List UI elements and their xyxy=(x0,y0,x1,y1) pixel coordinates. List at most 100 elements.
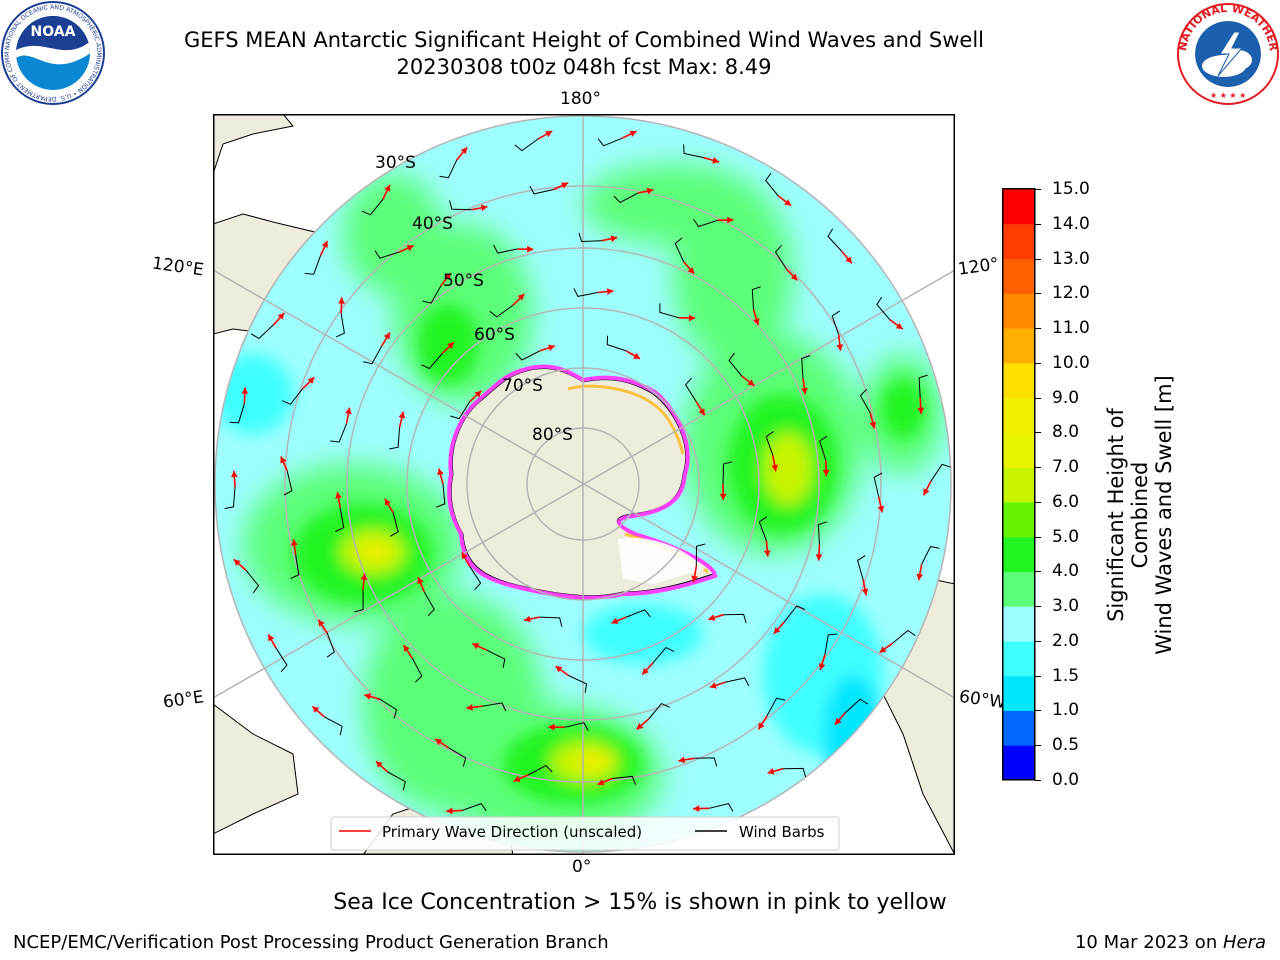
wind-barb xyxy=(723,613,747,624)
wave-arrow-head xyxy=(384,184,391,192)
wind-barb xyxy=(694,757,718,767)
wave-arrow-head xyxy=(611,617,619,624)
colorbar-tick-label: 4.0 xyxy=(1052,561,1080,582)
wave-arrow-head xyxy=(747,379,755,386)
wave-arrow-head xyxy=(307,377,315,384)
wave-arrow-head xyxy=(607,288,614,295)
wave-arrow-head xyxy=(633,352,641,359)
wave-arrow-head xyxy=(818,663,826,670)
wind-barb xyxy=(819,435,828,461)
wave-arrow-head xyxy=(321,240,328,248)
wind-barb xyxy=(389,427,401,450)
footer-credit: NCEP/EMC/Verification Post Processing Pr… xyxy=(13,932,609,953)
wave-arrow-head xyxy=(646,187,654,195)
lat-label-30s: 30°S xyxy=(375,153,416,173)
wind-barb xyxy=(613,192,638,204)
wind-barb xyxy=(857,555,866,580)
wave-arrow-head xyxy=(403,645,410,652)
colorbar-tick-label: 5.0 xyxy=(1052,526,1080,547)
wave-arrow-head xyxy=(790,273,798,281)
sea-ice-note: Sea Ice Concentration > 15% is shown in … xyxy=(333,890,947,915)
colorbar-segment xyxy=(1003,362,1034,399)
colorbar-tick-label: 7.0 xyxy=(1052,457,1080,478)
wind-barb xyxy=(827,228,842,252)
wind-barb xyxy=(421,352,443,370)
wind-barb xyxy=(335,507,345,532)
wind-barb xyxy=(387,771,406,791)
colorbar-tick-label: 11.0 xyxy=(1052,318,1090,339)
wave-arrow-head xyxy=(472,643,480,650)
wind-barb xyxy=(728,352,743,377)
wind-barb xyxy=(801,355,811,379)
wave-arrow-head xyxy=(345,407,352,415)
colorbar-segment xyxy=(1003,467,1034,503)
wind-barb xyxy=(229,403,245,424)
wind-barb xyxy=(765,431,774,456)
wave-arrow-head xyxy=(241,387,249,394)
wind-barb xyxy=(529,185,554,195)
wave-arrow-head xyxy=(277,313,285,320)
wave-arrow-head xyxy=(461,552,468,560)
colorbar-segment xyxy=(1003,640,1034,677)
wind-barb xyxy=(930,463,951,482)
colorbar-segment xyxy=(1003,293,1034,329)
lat-label-80s: 80°S xyxy=(532,425,573,445)
wind-barb xyxy=(390,512,399,537)
wave-arrow-head xyxy=(384,498,391,506)
lon-label-0: 0° xyxy=(572,857,592,877)
wave-arrow-head xyxy=(406,245,414,252)
wave-arrow-head xyxy=(771,464,778,472)
wind-barb xyxy=(250,324,274,340)
colorbar-segment xyxy=(1003,501,1034,538)
wave-arrow-head xyxy=(861,588,869,596)
wave-arrow-head xyxy=(233,559,241,566)
wind-barb xyxy=(751,286,761,310)
wave-arrow-head xyxy=(753,318,760,325)
wind-barb xyxy=(684,377,697,402)
wave-arrow-head xyxy=(836,344,844,351)
wave-arrow-head xyxy=(268,634,275,642)
wave-arrow-head xyxy=(364,693,371,700)
wave-arrow-head xyxy=(678,756,685,764)
wave-arrow-head xyxy=(312,706,320,713)
wave-arrow-head xyxy=(708,614,716,621)
wave-arrow-head xyxy=(758,722,765,730)
wind-barb xyxy=(462,803,487,812)
wave-arrow-head xyxy=(517,293,525,301)
wave-arrow-head xyxy=(474,390,482,398)
wind-barb xyxy=(245,569,260,594)
wave-arrow-head xyxy=(691,575,698,583)
colorbar-segment xyxy=(1003,745,1034,781)
wind-barb xyxy=(290,554,300,579)
wave-arrow-head xyxy=(444,273,451,280)
colorbar-segment xyxy=(1003,710,1034,746)
wind-barb xyxy=(918,374,928,398)
colorbar-segment xyxy=(1003,536,1034,572)
polar-map: 30°S 40°S 50°S 60°S 70°S 80°S Primary Wa… xyxy=(213,114,955,855)
wind-barb xyxy=(450,401,471,420)
sea-ice-edge xyxy=(447,364,718,600)
wave-arrow-head xyxy=(597,779,605,786)
wind-barb xyxy=(817,521,828,545)
wind-barb xyxy=(724,677,750,687)
wave-arrow-head xyxy=(548,344,555,351)
wave-arrow-head xyxy=(548,723,555,731)
wave-arrow-head xyxy=(629,130,637,137)
lat-label-50s: 50°S xyxy=(443,271,484,291)
colorbar-tick-label: 3.0 xyxy=(1052,596,1080,617)
wave-arrow-head xyxy=(801,387,808,395)
wind-barb xyxy=(659,303,680,319)
wave-arrow-head xyxy=(398,411,406,419)
wind-barb xyxy=(224,486,236,510)
colorbar-tick-label: 0.0 xyxy=(1052,770,1080,790)
wave-arrow-head xyxy=(877,505,885,513)
wave-arrow-head xyxy=(767,768,775,775)
wind-barb xyxy=(411,658,423,683)
wind-barb xyxy=(423,591,435,617)
wind-barb xyxy=(304,255,322,275)
legend-label-wave: Primary Wave Direction (unscaled) xyxy=(382,823,642,841)
wave-arrow-head xyxy=(917,407,925,414)
wave-arrow-head xyxy=(642,667,649,675)
wind-barb xyxy=(774,244,787,270)
map-frame xyxy=(213,114,955,855)
